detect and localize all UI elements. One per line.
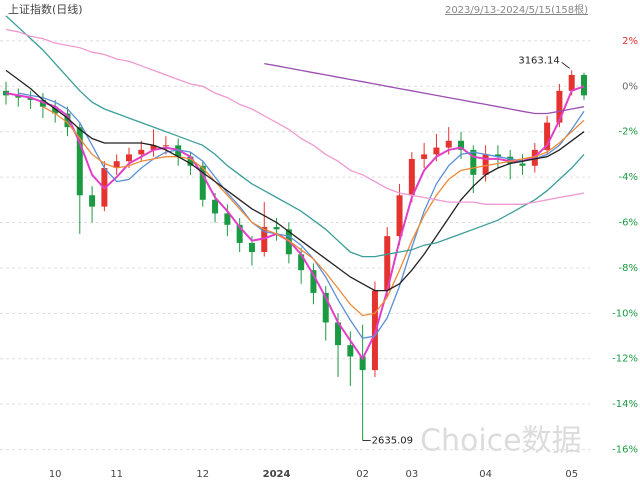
annotation: 2635.09 [372, 435, 413, 446]
candle-body [125, 154, 132, 162]
x-tick-label: 03 [405, 469, 418, 480]
y-tick-label: -14% [612, 399, 638, 410]
chart-title: 上证指数(日线) [8, 2, 83, 16]
candle-body [15, 95, 22, 98]
candle-body [113, 161, 120, 169]
moving-average-line [5, 85, 585, 361]
candle-body [187, 156, 194, 166]
candle-body [76, 127, 83, 196]
annotation-arrow [561, 61, 571, 69]
candle-body [310, 270, 317, 293]
candle-body [519, 163, 526, 166]
candle-body [347, 345, 354, 357]
y-tick-label: -10% [612, 308, 638, 319]
x-tick-label: 05 [565, 469, 578, 480]
x-tick-label: 10 [49, 469, 62, 480]
moving-average-line [5, 28, 585, 205]
candle-body [568, 74, 575, 91]
candle-body [396, 195, 403, 237]
x-tick-label: 12 [196, 469, 209, 480]
y-tick-label: -6% [619, 218, 638, 229]
x-tick-label: 04 [479, 469, 492, 480]
candle-body [52, 106, 59, 114]
chart-subtitle: 2023/9/13-2024/5/15(158根) [445, 3, 588, 16]
candle-body [359, 356, 366, 371]
candle-body [248, 242, 255, 253]
candle-body [236, 224, 243, 243]
candle-body [335, 322, 342, 346]
moving-average-line [18, 92, 585, 340]
candle-body [433, 147, 440, 155]
candle-body [199, 165, 206, 200]
moving-average-line [5, 15, 585, 258]
candle-body [445, 140, 452, 148]
candle-body [494, 154, 501, 157]
candle-body [27, 97, 34, 100]
candle-body [421, 154, 428, 159]
candle-body [64, 113, 71, 128]
candle-body [482, 154, 489, 175]
candle-body [384, 236, 391, 291]
candle-body [3, 90, 9, 96]
candle-body [89, 195, 96, 207]
candle-body [212, 199, 219, 214]
y-tick-label: -16% [612, 445, 638, 456]
watermark: Choice数据 [420, 424, 582, 459]
moving-average-line [5, 69, 585, 292]
x-tick-label: 11 [110, 469, 123, 480]
y-tick-label: 0% [622, 81, 638, 92]
candle-body [458, 140, 465, 150]
candle-body [273, 227, 280, 230]
x-tick-label: 02 [356, 469, 369, 480]
annotation: 3163.14 [518, 55, 559, 66]
candle-body [150, 145, 157, 150]
moving-average-line [264, 62, 585, 115]
x-tick-label: 2024 [263, 469, 291, 480]
y-tick-label: -12% [612, 354, 638, 365]
candle-body [224, 213, 231, 225]
y-tick-label: -8% [619, 263, 638, 274]
candle-body [544, 122, 551, 150]
candle-body [507, 156, 514, 164]
candle-body [39, 99, 46, 107]
candle-body [138, 149, 145, 155]
candle-body [261, 227, 268, 253]
y-tick-label: -4% [619, 172, 638, 183]
candle-body [556, 90, 563, 123]
candle-body [162, 145, 169, 147]
candle-body [531, 149, 538, 166]
candle-body [298, 254, 305, 271]
y-tick-label: 2% [622, 36, 638, 47]
candle-body [322, 292, 329, 323]
candle-body [408, 158, 415, 196]
y-tick-label: -2% [619, 127, 638, 138]
candle-body [581, 74, 587, 96]
candle-body [470, 149, 477, 175]
moving-average-line [42, 106, 585, 317]
